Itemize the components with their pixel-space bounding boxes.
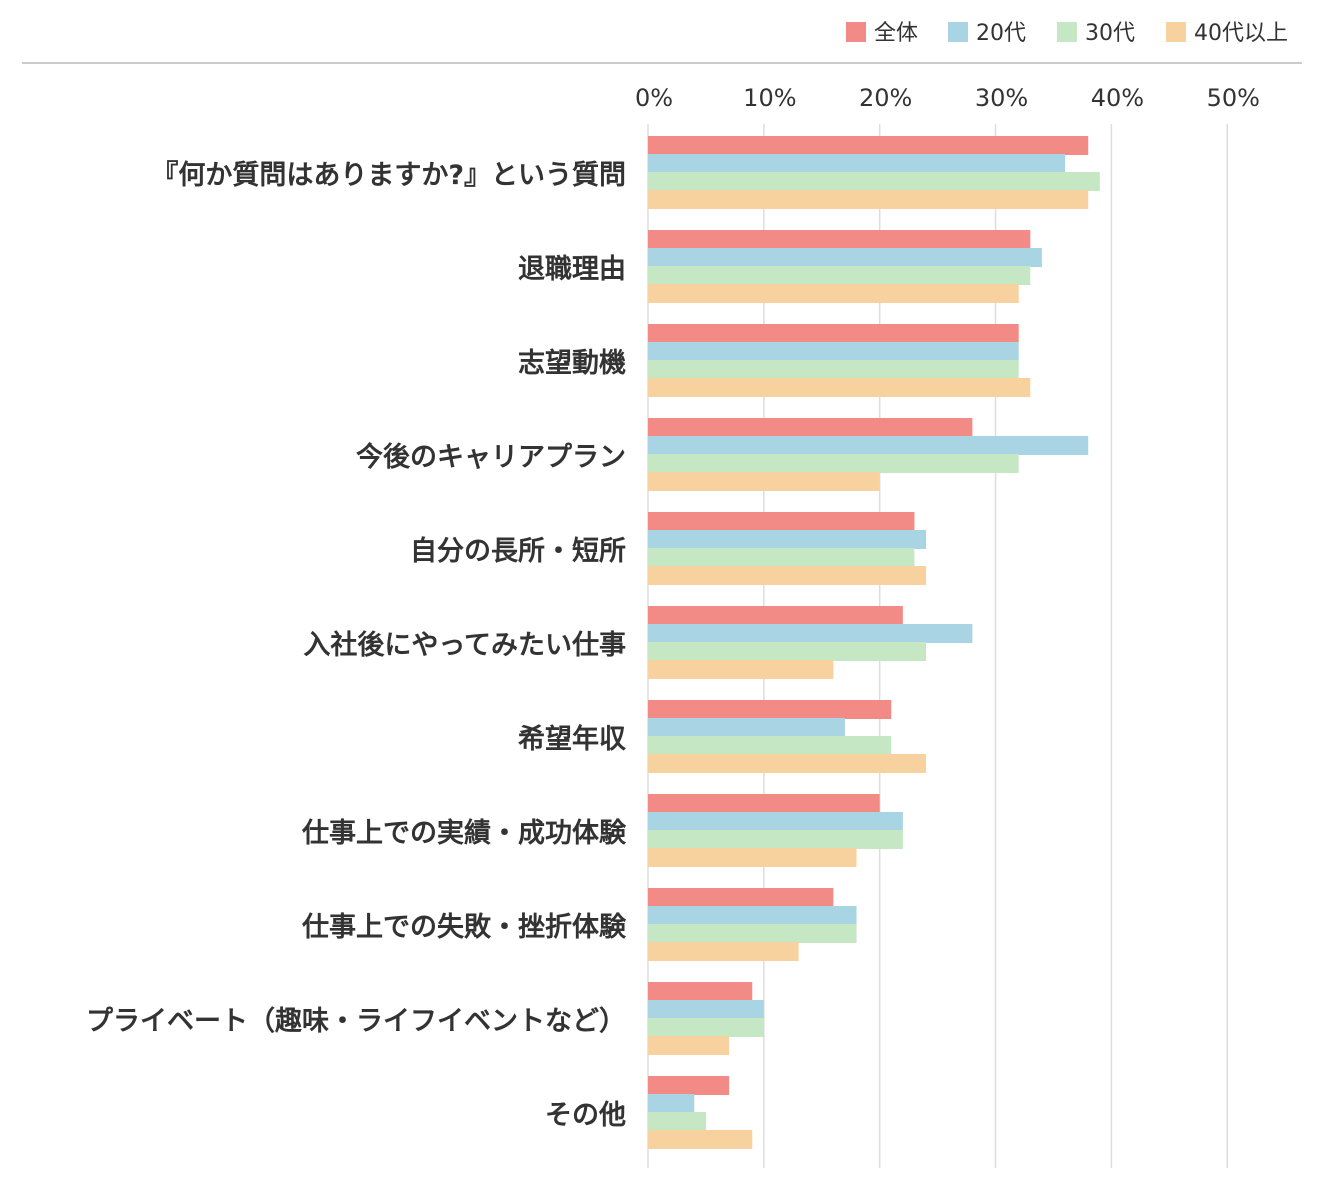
bars	[648, 136, 1100, 1149]
category-label: 今後のキャリアプラン	[356, 441, 626, 473]
category-label: プライベート（趣味・ライフイベントなど）	[86, 1006, 626, 1037]
bar	[648, 700, 892, 719]
bar	[648, 812, 903, 831]
x-tick-label: 40%	[1091, 84, 1144, 112]
bar	[648, 906, 857, 925]
x-axis-ticks: 0% 10% 20% 30% 40% 50%	[635, 84, 1260, 112]
bar	[648, 266, 1031, 285]
bar	[648, 136, 1089, 155]
bar	[648, 548, 915, 567]
bar	[648, 454, 1019, 473]
bar	[648, 736, 892, 755]
bar	[648, 794, 880, 813]
bar	[648, 754, 927, 773]
legend-label: 30代	[1085, 21, 1135, 46]
bar	[648, 718, 845, 737]
bar	[648, 924, 857, 943]
bar	[648, 848, 857, 867]
bar	[648, 154, 1066, 173]
bar	[648, 888, 834, 907]
category-label: 仕事上での失敗・挫折体験	[301, 912, 627, 943]
x-tick-label: 0%	[635, 84, 673, 112]
bar	[648, 1018, 764, 1037]
bar	[648, 512, 915, 531]
bar	[648, 942, 799, 961]
bar	[648, 472, 880, 491]
category-labels: 『何か質問はありますか?』という質問退職理由志望動機今後のキャリアプラン自分の長…	[86, 159, 627, 1131]
category-label: 希望年収	[518, 723, 627, 755]
bar	[648, 324, 1019, 343]
legend-swatch	[846, 22, 866, 42]
bar	[648, 1036, 730, 1055]
bar	[648, 190, 1089, 209]
category-label: 『何か質問はありますか?』という質問	[151, 159, 626, 191]
x-tick-label: 10%	[743, 84, 796, 112]
category-label: 志望動機	[518, 348, 626, 379]
legend-swatch	[1057, 22, 1077, 42]
bar	[648, 624, 973, 643]
bar	[648, 530, 927, 549]
bar	[648, 1000, 764, 1019]
legend-swatch	[948, 22, 968, 42]
legend-label: 全体	[874, 21, 918, 46]
bar	[648, 566, 927, 585]
bar	[648, 982, 753, 1001]
bar	[648, 248, 1042, 267]
legend-swatch	[1166, 22, 1186, 42]
legend-label: 20代	[976, 21, 1026, 46]
bar	[648, 284, 1019, 303]
category-label: その他	[545, 1100, 626, 1131]
bar	[648, 378, 1031, 397]
category-label: 仕事上での実績・成功体験	[301, 817, 627, 849]
bar	[648, 436, 1089, 455]
category-label: 退職理由	[518, 254, 626, 285]
bar	[648, 342, 1019, 361]
bar	[648, 830, 903, 849]
bar	[648, 1130, 753, 1149]
bar	[648, 606, 903, 625]
bar	[648, 660, 834, 679]
x-tick-label: 50%	[1207, 84, 1260, 112]
bar	[648, 360, 1019, 379]
bar	[648, 1076, 730, 1095]
bar	[648, 642, 927, 661]
x-tick-label: 20%	[859, 84, 912, 112]
category-label: 自分の長所・短所	[410, 535, 626, 567]
category-label: 入社後にやってみたい仕事	[303, 629, 626, 661]
bar	[648, 418, 973, 437]
bar	[648, 230, 1031, 249]
bar	[648, 1112, 706, 1131]
legend: 全体 20代 30代 40代以上	[846, 21, 1288, 46]
legend-label: 40代以上	[1194, 21, 1288, 46]
x-tick-label: 30%	[975, 84, 1028, 112]
bar	[648, 172, 1100, 191]
bar	[648, 1094, 695, 1113]
